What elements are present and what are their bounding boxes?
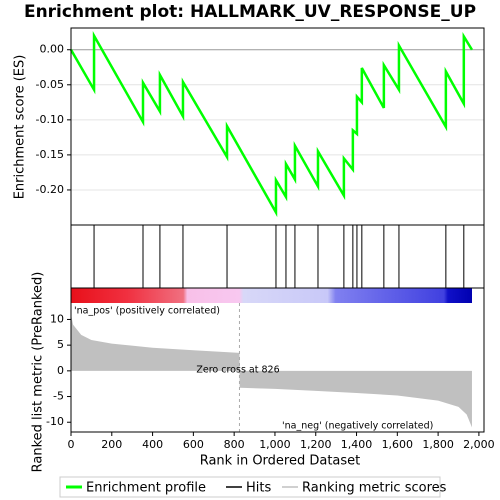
color-bar — [71, 288, 472, 303]
x-tick-label: 600 — [183, 438, 204, 451]
annotation: 'na_pos' (positively correlated) — [74, 306, 220, 317]
y-tick-label: -0.10 — [36, 113, 64, 126]
es-line — [69, 30, 474, 218]
y-tick-label: 0.00 — [40, 43, 65, 56]
x-tick-label: 800 — [224, 438, 245, 451]
legend-label: Hits — [246, 481, 271, 496]
y-tick-label: -5 — [53, 390, 64, 403]
x-axis-label: Rank in Ordered Dataset — [200, 454, 361, 469]
plot-frame — [70, 27, 485, 226]
x-tick-label: 1,200 — [300, 438, 332, 451]
y-tick-label: -10 — [46, 415, 64, 428]
y-tick-label: 0 — [57, 364, 64, 377]
x-tick-label: 1,600 — [382, 438, 414, 451]
legend-label: Enrichment profile — [86, 481, 206, 496]
y-tick-label: 5 — [57, 338, 64, 351]
chart-title: Enrichment plot: HALLMARK_UV_RESPONSE_UP — [24, 2, 476, 22]
y-axis-label: Enrichment score (ES) — [13, 55, 28, 200]
y-tick-label: 10 — [50, 312, 64, 325]
annotation: 'na_neg' (negatively correlated) — [282, 421, 433, 432]
annotation: Zero cross at 826 — [196, 365, 279, 376]
y-axis-label: Ranked list metric (PreRanked) — [31, 272, 46, 473]
x-tick-label: 1,000 — [259, 438, 291, 451]
x-tick-label: 0 — [68, 438, 75, 451]
y-tick-label: -0.05 — [36, 78, 64, 91]
hits-frame — [70, 224, 485, 289]
y-tick-label: -0.20 — [36, 183, 64, 196]
x-tick-label: 2,000 — [463, 438, 495, 451]
x-tick-label: 1,800 — [422, 438, 454, 451]
legend-frame — [59, 476, 441, 498]
legend-label: Ranking metric scores — [302, 481, 447, 496]
x-tick-label: 1,400 — [341, 438, 373, 451]
metric-area — [71, 314, 472, 428]
x-tick-label: 200 — [101, 438, 122, 451]
y-tick-label: -0.15 — [36, 148, 64, 161]
plot-frame — [70, 287, 485, 433]
x-tick-label: 400 — [142, 438, 163, 451]
